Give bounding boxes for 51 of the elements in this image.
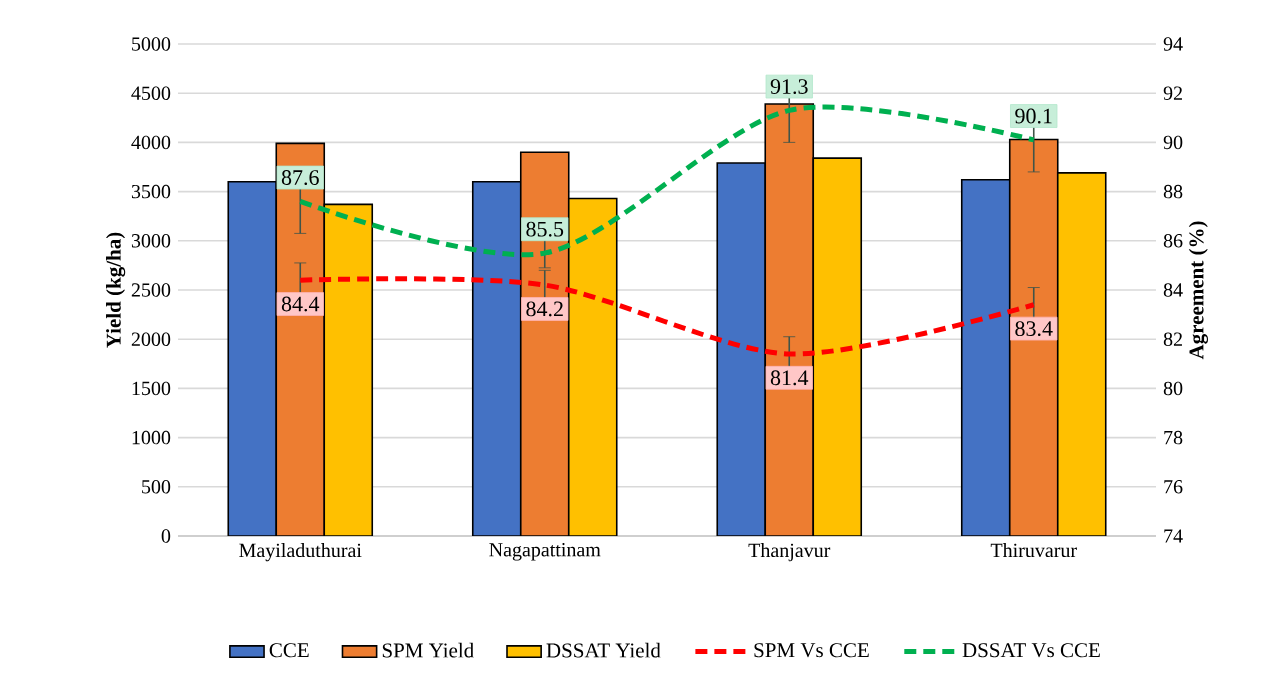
y-tick-label: 3500: [131, 184, 171, 199]
bar: [1056, 172, 1107, 536]
y-tick-label: 500: [142, 480, 171, 494]
y-axis-title: Yield (kg/ha): [106, 232, 126, 348]
legend-label: DSSAT Vs CCE: [962, 643, 1100, 658]
data-label: 90.1: [1015, 108, 1052, 124]
y2-tick-label: 90: [1163, 135, 1183, 150]
x-tick-label: Nagapattinam: [489, 543, 601, 561]
bar: [716, 162, 767, 536]
y-tick-label: 3000: [131, 234, 171, 248]
x-tick-label: Mayiladuthurai: [239, 543, 362, 562]
y2-tick-label: 76: [1164, 480, 1183, 494]
y2-tick-label: 74: [1164, 529, 1183, 543]
y2-tick-label: 92: [1163, 86, 1182, 100]
bar: [227, 180, 278, 536]
y-tick-label: 4000: [131, 135, 171, 150]
y-tick-label: 2500: [131, 283, 171, 297]
x-tick-label: Thiruvarur: [990, 543, 1077, 558]
y2-tick-label: 82: [1163, 332, 1182, 346]
y2-tick-label: 78: [1164, 430, 1183, 445]
y2-axis-title: Agreement (%): [1188, 221, 1208, 360]
data-label: 91.3: [770, 79, 808, 95]
y2-tick-label: 88: [1163, 184, 1183, 199]
bar: [960, 178, 1011, 536]
y-tick-label: 1000: [132, 430, 171, 445]
bar: [812, 157, 863, 536]
data-label: 84.2: [526, 301, 563, 317]
bar: [764, 103, 815, 536]
data-label: 81.4: [770, 370, 809, 386]
legend-label: SPM Vs CCE: [754, 643, 869, 658]
y2-tick-label: 94: [1163, 37, 1183, 51]
y2-tick-label: 80: [1163, 381, 1183, 396]
y-tick-label: 0: [161, 529, 171, 543]
y2-tick-label: 84: [1163, 283, 1183, 297]
bar: [567, 197, 618, 536]
data-label: 84.4: [281, 296, 320, 312]
legend-label: DSSAT Yield: [546, 642, 661, 658]
data-label: 85.5: [526, 221, 564, 237]
y-tick-label: 2000: [131, 332, 171, 346]
bar: [471, 180, 522, 536]
bar: [1008, 138, 1059, 536]
legend-label: SPM Yield: [382, 642, 474, 658]
y-tick-label: 1500: [132, 381, 171, 396]
y-tick-label: 4500: [131, 86, 171, 100]
x-tick-label: Thanjavur: [748, 543, 831, 562]
data-label: 83.4: [1015, 321, 1053, 337]
data-label: 87.6: [281, 170, 319, 186]
bar: [323, 203, 374, 536]
y-tick-label: 5000: [132, 37, 171, 51]
y2-tick-label: 86: [1163, 234, 1183, 248]
legend-label: CCE: [269, 643, 309, 658]
